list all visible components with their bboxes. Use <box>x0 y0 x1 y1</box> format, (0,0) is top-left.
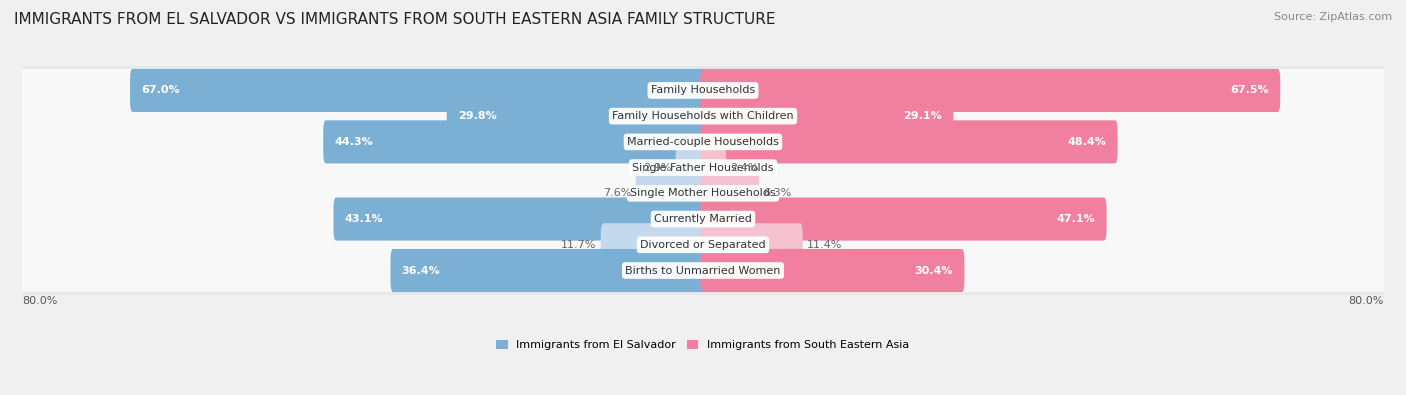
FancyBboxPatch shape <box>700 198 1107 241</box>
Text: 80.0%: 80.0% <box>22 296 58 307</box>
Text: Divorced or Separated: Divorced or Separated <box>640 240 766 250</box>
Legend: Immigrants from El Salvador, Immigrants from South Eastern Asia: Immigrants from El Salvador, Immigrants … <box>496 340 910 350</box>
Text: 30.4%: 30.4% <box>915 265 953 275</box>
FancyBboxPatch shape <box>18 118 1388 166</box>
Text: 29.1%: 29.1% <box>904 111 942 121</box>
FancyBboxPatch shape <box>700 69 1281 112</box>
Text: 44.3%: 44.3% <box>335 137 373 147</box>
Text: 67.5%: 67.5% <box>1230 85 1270 96</box>
Text: 47.1%: 47.1% <box>1057 214 1095 224</box>
FancyBboxPatch shape <box>700 249 965 292</box>
Text: 67.0%: 67.0% <box>141 85 180 96</box>
Text: IMMIGRANTS FROM EL SALVADOR VS IMMIGRANTS FROM SOUTH EASTERN ASIA FAMILY STRUCTU: IMMIGRANTS FROM EL SALVADOR VS IMMIGRANT… <box>14 12 776 27</box>
Text: 36.4%: 36.4% <box>402 265 440 275</box>
Text: Family Households with Children: Family Households with Children <box>612 111 794 121</box>
Text: 11.7%: 11.7% <box>561 240 596 250</box>
Text: 2.9%: 2.9% <box>643 163 672 173</box>
FancyBboxPatch shape <box>20 94 1386 138</box>
FancyBboxPatch shape <box>18 220 1388 269</box>
Text: 80.0%: 80.0% <box>1348 296 1384 307</box>
FancyBboxPatch shape <box>600 223 706 266</box>
Text: Single Mother Households: Single Mother Households <box>630 188 776 198</box>
Text: Currently Married: Currently Married <box>654 214 752 224</box>
Text: 6.3%: 6.3% <box>763 188 792 198</box>
FancyBboxPatch shape <box>636 172 706 215</box>
FancyBboxPatch shape <box>700 146 725 189</box>
Text: 48.4%: 48.4% <box>1067 137 1107 147</box>
FancyBboxPatch shape <box>20 69 1386 112</box>
FancyBboxPatch shape <box>18 195 1388 243</box>
FancyBboxPatch shape <box>391 249 706 292</box>
FancyBboxPatch shape <box>18 143 1388 192</box>
Text: 11.4%: 11.4% <box>807 240 842 250</box>
FancyBboxPatch shape <box>20 249 1386 292</box>
FancyBboxPatch shape <box>20 198 1386 241</box>
Text: Births to Unmarried Women: Births to Unmarried Women <box>626 265 780 275</box>
Text: 29.8%: 29.8% <box>458 111 496 121</box>
FancyBboxPatch shape <box>20 223 1386 266</box>
FancyBboxPatch shape <box>18 246 1388 295</box>
FancyBboxPatch shape <box>700 120 1118 164</box>
FancyBboxPatch shape <box>129 69 706 112</box>
FancyBboxPatch shape <box>676 146 706 189</box>
FancyBboxPatch shape <box>18 92 1388 141</box>
FancyBboxPatch shape <box>700 223 803 266</box>
FancyBboxPatch shape <box>323 120 706 164</box>
Text: Married-couple Households: Married-couple Households <box>627 137 779 147</box>
Text: 2.4%: 2.4% <box>730 163 759 173</box>
FancyBboxPatch shape <box>333 198 706 241</box>
FancyBboxPatch shape <box>447 94 706 138</box>
FancyBboxPatch shape <box>700 172 759 215</box>
Text: 43.1%: 43.1% <box>344 214 384 224</box>
FancyBboxPatch shape <box>700 94 953 138</box>
FancyBboxPatch shape <box>20 146 1386 189</box>
Text: 7.6%: 7.6% <box>603 188 631 198</box>
Text: Source: ZipAtlas.com: Source: ZipAtlas.com <box>1274 12 1392 22</box>
Text: Family Households: Family Households <box>651 85 755 96</box>
Text: Single Father Households: Single Father Households <box>633 163 773 173</box>
FancyBboxPatch shape <box>18 169 1388 218</box>
FancyBboxPatch shape <box>18 66 1388 115</box>
FancyBboxPatch shape <box>20 172 1386 215</box>
FancyBboxPatch shape <box>20 120 1386 164</box>
